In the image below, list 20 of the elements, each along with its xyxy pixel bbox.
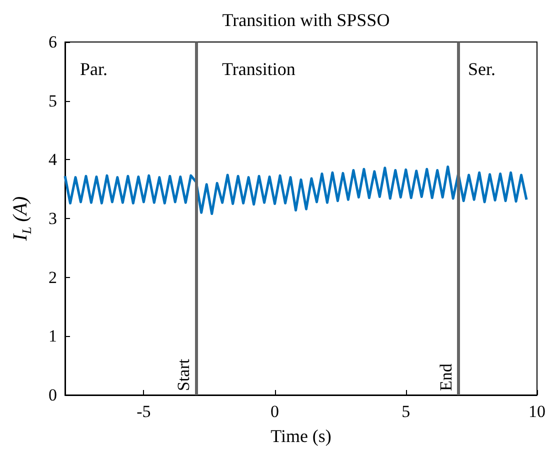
y-tick-label: 4 xyxy=(48,150,58,170)
annotation: Ser. xyxy=(468,59,496,79)
annotation: Par. xyxy=(80,59,108,79)
annotation: Transition xyxy=(222,59,296,79)
x-tick-label: 10 xyxy=(528,402,546,421)
y-tick-label: 0 xyxy=(48,386,57,404)
ref-line-label: Start xyxy=(174,358,194,391)
y-tick-label: 2 xyxy=(48,268,57,287)
ref-line-label: End xyxy=(436,363,456,391)
y-tick-label: 6 xyxy=(48,32,57,52)
x-tick-label: 0 xyxy=(270,402,280,421)
chart-title: Transition with SPSSO xyxy=(222,10,390,30)
y-tick-label: 5 xyxy=(48,91,57,110)
y-tick-label: 1 xyxy=(48,326,57,346)
x-tick-label: -5 xyxy=(136,402,151,421)
x-tick-label: 5 xyxy=(402,402,410,421)
line-series xyxy=(64,165,528,216)
y-tick-label: 3 xyxy=(48,209,57,228)
x-axis-title: Time (s) xyxy=(270,426,332,446)
y-axis-title: IL (A) xyxy=(10,196,34,242)
